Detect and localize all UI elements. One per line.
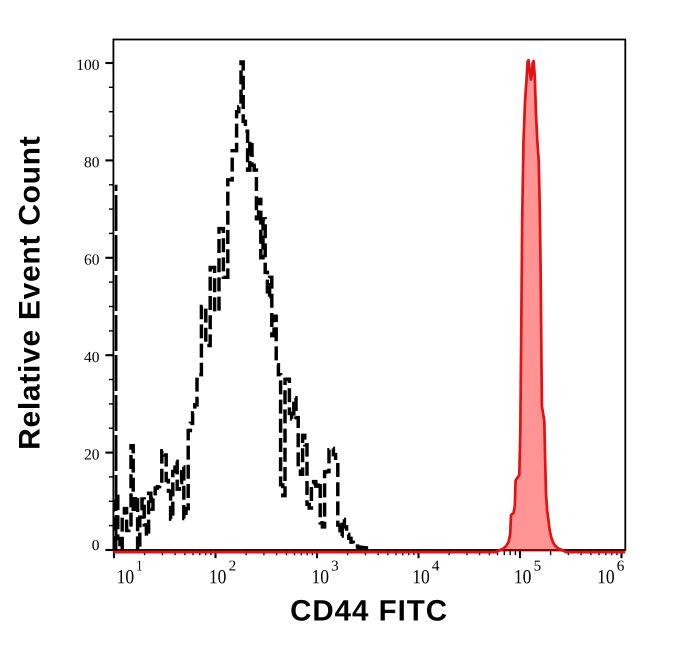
svg-text:20: 20: [84, 446, 100, 463]
svg-text:10: 10: [209, 566, 227, 588]
svg-text:60: 60: [84, 252, 100, 269]
svg-text:10: 10: [311, 566, 329, 588]
svg-text:1: 1: [136, 559, 142, 575]
svg-text:10: 10: [117, 566, 135, 588]
svg-text:Relative Event Count: Relative Event Count: [14, 136, 47, 450]
svg-text:10: 10: [597, 566, 615, 588]
svg-text:4: 4: [432, 559, 440, 575]
svg-text:2: 2: [229, 559, 237, 575]
svg-text:80: 80: [84, 154, 100, 171]
svg-text:100: 100: [76, 57, 100, 74]
svg-text:CD44 FITC: CD44 FITC: [290, 594, 447, 627]
svg-text:10: 10: [412, 566, 430, 588]
svg-text:3: 3: [331, 559, 339, 575]
svg-text:6: 6: [617, 559, 625, 575]
svg-text:5: 5: [534, 559, 542, 575]
svg-text:0: 0: [92, 537, 100, 554]
svg-text:40: 40: [84, 349, 100, 366]
svg-text:10: 10: [514, 566, 532, 588]
